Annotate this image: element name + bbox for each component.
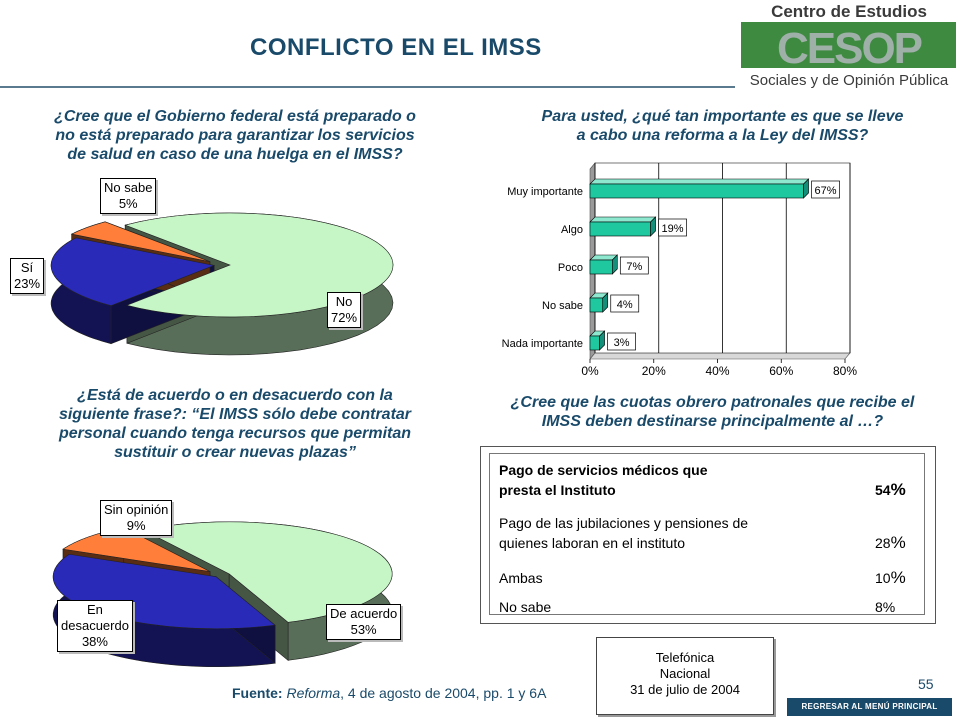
source-note: Fuente: Reforma, 4 de agosto de 2004, pp…: [232, 685, 546, 701]
bar-value-label-box: [811, 180, 840, 199]
pie1-label-no: No 72%: [327, 292, 362, 328]
question-4-line: ¿Cree que las cuotas obrero patronales q…: [510, 394, 915, 411]
bar-value-label-box: [607, 332, 636, 351]
question-3-line: siguiente frase?: “El IMSS sólo debe con…: [58, 406, 412, 423]
bar-x-tick-label: 40%: [705, 364, 729, 378]
bar-x-tick-label: 80%: [833, 364, 857, 378]
page-number: 55: [918, 676, 934, 692]
bar-end: [602, 292, 609, 313]
bar-value-label: 67%: [815, 185, 837, 197]
logo-line2: Sociales y de Opinión Pública: [750, 72, 949, 89]
bar-category-label: Poco: [558, 262, 583, 274]
source-publication: Reforma: [286, 685, 341, 701]
bar-value-label: 3%: [614, 337, 630, 349]
bar-value-label-box: [619, 256, 649, 275]
source-label: Fuente:: [232, 685, 283, 701]
question-1-line: de salud en caso de una huelga en el IMS…: [67, 146, 403, 163]
bar-category-label: No sabe: [542, 300, 583, 312]
table-row-value: 10%: [875, 568, 906, 587]
pie1-label-si: Sí 23%: [10, 258, 45, 294]
bar-value-label: 4%: [617, 299, 633, 311]
table-row: Pago de servicios médicos que presta el I…: [499, 462, 708, 498]
bar-end: [650, 216, 656, 237]
survey-info-box: Telefónica Nacional 31 de julio de 2004: [596, 637, 774, 715]
pie2-label-desacuerdo: En desacuerdo 38%: [57, 600, 133, 652]
cuotas-table-inner: Pago de servicios médicos que presta el I…: [489, 453, 925, 615]
bar: [589, 221, 651, 237]
bar-chart-floor: [589, 352, 851, 360]
question-2-line: a cabo una reforma a la Ley del IMSS?: [576, 127, 869, 144]
survey-line: Nacional: [659, 666, 711, 681]
bar-end: [599, 330, 605, 351]
pie-slice-no: [124, 212, 394, 318]
bar: [589, 297, 604, 313]
table-row: Ambas: [499, 570, 543, 586]
pie-slice-s-: [50, 237, 216, 307]
bar-value-label: 19%: [662, 223, 684, 235]
pie1-label-nosabe: No sabe 5%: [100, 178, 157, 214]
cuotas-table: Pago de servicios médicos que presta el I…: [480, 446, 936, 624]
bar-top: [589, 216, 657, 223]
survey-line: 31 de julio de 2004: [630, 682, 740, 697]
question-4-line: IMSS deben destinarse principalmente al …: [541, 413, 884, 430]
pie2-label-sinopinion: Sin opinión 9%: [100, 500, 173, 536]
pie-chart-gobierno-preparado: [50, 212, 394, 356]
question-1: ¿Cree que el Gobierno federal está prepa…: [0, 107, 470, 164]
logo-mark: CESOP: [777, 24, 922, 73]
question-2: Para usted, ¿qué tan importante es que s…: [485, 107, 960, 145]
bar-category-label: Nada importante: [502, 338, 583, 350]
bar-x-tick-label: 60%: [769, 364, 793, 378]
pie2-label-acuerdo: De acuerdo 53%: [326, 604, 402, 640]
bar-top: [589, 178, 810, 185]
bar: [589, 183, 804, 199]
question-3-line: ¿Está de acuerdo o en desacuerdo con la: [77, 387, 393, 404]
table-row-value: 8%: [875, 599, 896, 615]
question-3-line: personal cuando tenga recursos que permi…: [58, 425, 412, 442]
cesop-logo: Centro de Estudios CESOP Sociales y de O…: [741, 2, 956, 89]
source-details: , 4 de agosto de 2004, pp. 1 y 6A: [340, 685, 547, 701]
bar-end: [612, 254, 618, 275]
bar-x-tick-label: 20%: [642, 364, 666, 378]
bar-category-label: Muy importante: [507, 186, 583, 198]
question-2-line: Para usted, ¿qué tan importante es que s…: [541, 108, 904, 125]
page-title: CONFLICTO EN EL IMSS: [250, 34, 542, 61]
survey-line: Telefónica: [655, 650, 715, 665]
bar-category-label: Algo: [561, 224, 583, 236]
table-row: Pago de las jubilaciones y pensiones de q…: [499, 515, 749, 551]
bar-end: [803, 178, 809, 199]
pie-slice-no-sabe: [70, 221, 211, 262]
bar-x-tick-label: 0%: [581, 364, 599, 378]
bar-value-label: 7%: [626, 261, 642, 273]
bar-value-label-box: [658, 218, 687, 237]
question-1-line: no está preparado para garantizar los se…: [55, 127, 415, 144]
question-3: ¿Está de acuerdo o en desacuerdo con la …: [5, 386, 465, 462]
table-row: No sabe: [499, 599, 552, 615]
question-3-line: sustituir o crear nuevas plazas”: [114, 444, 356, 461]
back-to-menu-button[interactable]: REGRESAR AL MENÚ PRINCIPAL: [787, 698, 952, 716]
bar-chart-reforma-imss: 0% 20% 40% 60% 80% Muy importante 67% Algo 19% Po…: [502, 162, 857, 378]
question-1-line: ¿Cree que el Gobierno federal está prepa…: [54, 108, 416, 125]
logo-line1: Centro de Estudios: [771, 2, 927, 21]
bar: [589, 259, 613, 275]
title-rule: [0, 86, 735, 88]
table-row-value: 54%: [875, 480, 906, 499]
bar-value-label-box: [610, 294, 640, 313]
bar: [589, 335, 600, 351]
table-row-value: 28%: [875, 533, 906, 552]
question-4: ¿Cree que las cuotas obrero patronales q…: [465, 393, 960, 431]
